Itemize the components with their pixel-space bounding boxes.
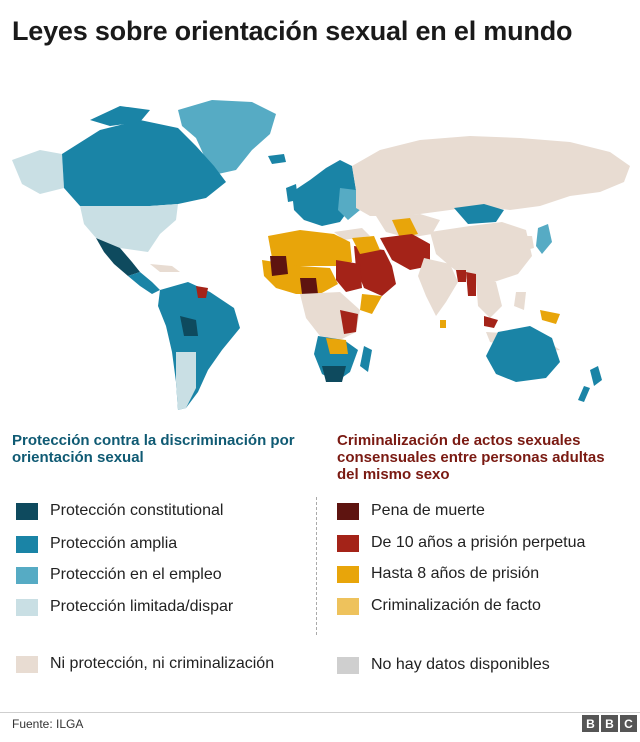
iran-afghan-pak xyxy=(380,234,430,270)
myanmar xyxy=(466,272,476,296)
swatch-broad xyxy=(16,535,38,553)
east-africa xyxy=(340,310,358,334)
bolivia xyxy=(180,316,198,336)
swatch-neither xyxy=(16,655,38,673)
logo-letter: B xyxy=(582,715,599,732)
guyana xyxy=(196,286,208,298)
bangladesh xyxy=(456,270,466,282)
canada xyxy=(62,120,226,206)
legend-item-broad: Protección amplia xyxy=(16,535,177,553)
logo-letter: C xyxy=(620,715,637,732)
argentina-chile xyxy=(176,352,196,410)
south-africa xyxy=(322,366,346,382)
swatch-no-data xyxy=(337,656,359,674)
iraq-syria xyxy=(352,236,380,254)
swatch-constitutional xyxy=(16,502,38,520)
alaska xyxy=(12,150,64,194)
page-title: Leyes sobre orientación sexual en el mun… xyxy=(12,16,573,46)
uk xyxy=(286,184,298,202)
legend-divider xyxy=(316,497,317,635)
usa xyxy=(80,204,178,252)
new-zealand-south xyxy=(578,386,590,402)
sri-lanka xyxy=(440,320,446,328)
nigeria xyxy=(300,278,318,294)
legend-item-employment: Protección en el empleo xyxy=(16,566,222,584)
legend-label: Protección limitada/dispar xyxy=(50,598,234,615)
legend-label: Protección amplia xyxy=(50,535,178,552)
footer-rule xyxy=(0,712,640,713)
saudi-yemen xyxy=(354,246,396,296)
legend-heading-criminalization: Criminalización de actos sexuales consen… xyxy=(337,432,605,483)
turkey xyxy=(334,228,370,240)
png xyxy=(540,310,560,324)
legend-item-neither: Ni protección, ni criminalización xyxy=(16,655,274,673)
philippines xyxy=(514,292,526,310)
legend-label: Ni protección, ni criminalización xyxy=(50,655,275,672)
legend-item-no-data: No hay datos disponibles xyxy=(337,656,550,674)
turkmen-uzbek xyxy=(392,218,418,238)
logo-letter: B xyxy=(601,715,618,732)
source-text: Fuente: ILGA xyxy=(12,717,84,731)
somalia xyxy=(360,294,382,314)
china xyxy=(430,222,532,282)
legend-item-de-facto: Criminalización de facto xyxy=(337,597,541,615)
mongolia xyxy=(454,204,504,224)
japan xyxy=(536,224,552,254)
legend-item-limited: Protección limitada/dispar xyxy=(16,598,233,616)
mexico xyxy=(96,238,140,276)
swatch-employment xyxy=(16,566,38,584)
australia xyxy=(486,326,560,382)
legend-item-constitutional: Protección constitutional xyxy=(16,502,223,520)
legend-label: De 10 años a prisión perpetua xyxy=(371,534,586,551)
legend-label: Protección en el empleo xyxy=(50,566,222,583)
malaysia xyxy=(484,316,498,328)
bbc-logo: B B C xyxy=(582,715,637,732)
legend-item-life: De 10 años a prisión perpetua xyxy=(337,534,585,552)
iceland xyxy=(268,154,286,164)
new-zealand xyxy=(590,366,602,386)
swatch-life xyxy=(337,534,359,552)
legend-label: No hay datos disponibles xyxy=(371,656,550,673)
arctic-islands xyxy=(90,106,150,126)
mauritania xyxy=(270,256,288,276)
legend-label: Criminalización de facto xyxy=(371,597,541,614)
sudan xyxy=(336,260,362,292)
south-america xyxy=(158,282,240,410)
legend-item-8years: Hasta 8 años de prisión xyxy=(337,565,539,583)
russia xyxy=(352,136,630,216)
legend-item-death: Pena de muerte xyxy=(337,502,485,520)
korea xyxy=(524,236,534,250)
legend-label: Protección constitutional xyxy=(50,502,224,519)
legend-heading-protection: Protección contra la discriminación por … xyxy=(12,432,295,466)
world-map xyxy=(12,100,630,410)
legend-label: Pena de muerte xyxy=(371,502,485,519)
north-africa xyxy=(268,230,352,266)
zambia-etc xyxy=(326,338,348,354)
india xyxy=(418,258,458,316)
swatch-death xyxy=(337,502,359,520)
eastern-europe xyxy=(338,188,360,220)
swatch-limited xyxy=(16,598,38,616)
greenland xyxy=(178,100,276,174)
madagascar xyxy=(360,346,372,372)
legend-label: Hasta 8 años de prisión xyxy=(371,565,540,582)
swatch-8years xyxy=(337,565,359,583)
swatch-de-facto xyxy=(337,597,359,615)
se-asia xyxy=(476,280,502,318)
caribbean xyxy=(150,264,180,272)
central-america xyxy=(128,272,160,294)
